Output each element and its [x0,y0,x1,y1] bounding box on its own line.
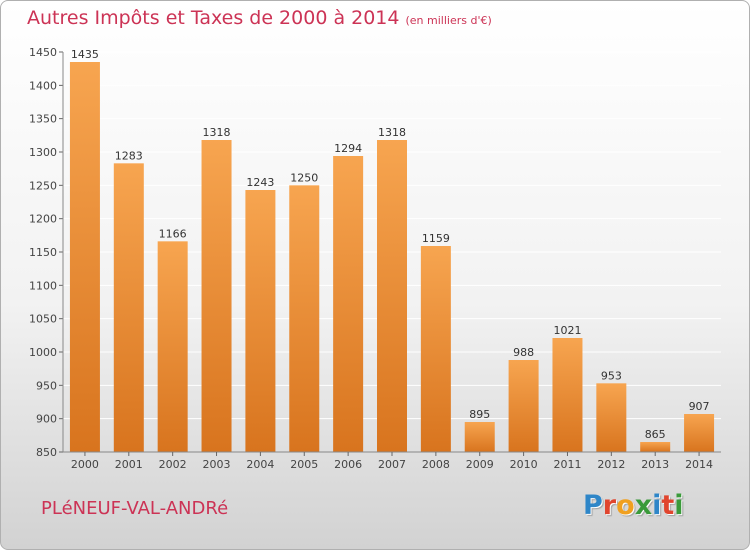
x-tick-label: 2002 [159,458,187,471]
bar-2010 [508,360,539,452]
x-tick-label: 2014 [685,458,713,471]
data-label: 1243 [246,176,274,189]
data-label: 1021 [553,324,581,337]
x-tick-label: 2007 [378,458,406,471]
data-label: 953 [601,369,622,382]
data-label: 895 [469,408,490,421]
bar-2008 [420,246,451,452]
bar-2005 [289,185,320,453]
data-label: 1283 [115,149,143,162]
data-labels: 1435 1283 1166 1318 1243 1250 1294 1318 1159 895 9… [71,48,710,441]
bar-2000 [69,62,100,452]
x-tick-label: 2006 [334,458,362,471]
logo-letter: i [674,490,684,521]
logo-letter: P [583,490,603,521]
x-tick-label: 2003 [203,458,231,471]
bar-2012 [596,383,627,452]
proxiti-logo: Proxiti [583,490,684,521]
bar-2013 [640,442,671,452]
data-label: 1250 [290,171,318,184]
bar-2007 [377,140,407,452]
y-tick-label: 1350 [29,113,57,126]
x-tick-label: 2012 [597,458,625,471]
bar-2004 [245,190,276,452]
bar-2001 [113,163,144,453]
x-tick-label: 2009 [466,458,494,471]
logo-letter: r [602,490,617,521]
y-tick-label: 1450 [29,46,57,59]
logo-letter: x [634,490,653,521]
x-tick-label: 2004 [246,458,274,471]
bar-2014 [684,414,715,452]
data-label: 988 [513,346,534,359]
logo-letter: t [661,490,675,521]
x-tick-label: 2011 [553,458,581,471]
data-label: 1166 [159,227,187,240]
data-label: 1294 [334,142,362,155]
y-tick-label: 1400 [29,79,57,92]
bar-2009 [464,422,495,452]
bar-2006 [333,156,364,452]
chart-title: Autres Impôts et Taxes de 2000 à 2014 (en… [27,7,492,29]
x-tick-label: 2013 [641,458,669,471]
y-tick-label: 850 [36,446,57,459]
bar-2002 [157,241,188,452]
x-tick-label: 2000 [71,458,99,471]
x-tick-label: 2001 [115,458,143,471]
data-label: 865 [645,428,666,441]
y-tick-label: 900 [36,413,57,426]
y-tick-label: 1050 [29,313,57,326]
chart-title-unit: (en milliers d'€) [405,14,492,27]
logo-letter: o [616,490,635,521]
data-label: 1159 [422,232,450,245]
bars [69,62,715,453]
x-tick-label: 2010 [510,458,538,471]
bar-2003 [201,140,232,452]
y-tick-label: 1200 [29,213,57,226]
data-label: 1318 [203,126,231,139]
y-tick-label: 950 [36,379,57,392]
data-label: 1435 [71,48,99,61]
y-tick-label: 1250 [29,179,57,192]
x-tick-label: 2008 [422,458,450,471]
chart-title-text: Autres Impôts et Taxes de 2000 à 2014 [27,7,400,29]
data-label: 1318 [378,126,406,139]
y-tick-label: 1300 [29,146,57,159]
bar-2011 [552,338,583,452]
logo-letter: i [652,490,662,521]
y-tick-label: 1000 [29,346,57,359]
city-name: PLéNEUF-VAL-ANDRé [41,498,229,519]
x-axis-ticks: 2000 2001 2002 2003 2004 2005 2006 2007 2008 2009… [71,452,713,471]
x-tick-label: 2005 [290,458,318,471]
y-tick-label: 1100 [29,279,57,292]
y-tick-label: 1150 [29,246,57,259]
data-label: 907 [689,400,710,413]
